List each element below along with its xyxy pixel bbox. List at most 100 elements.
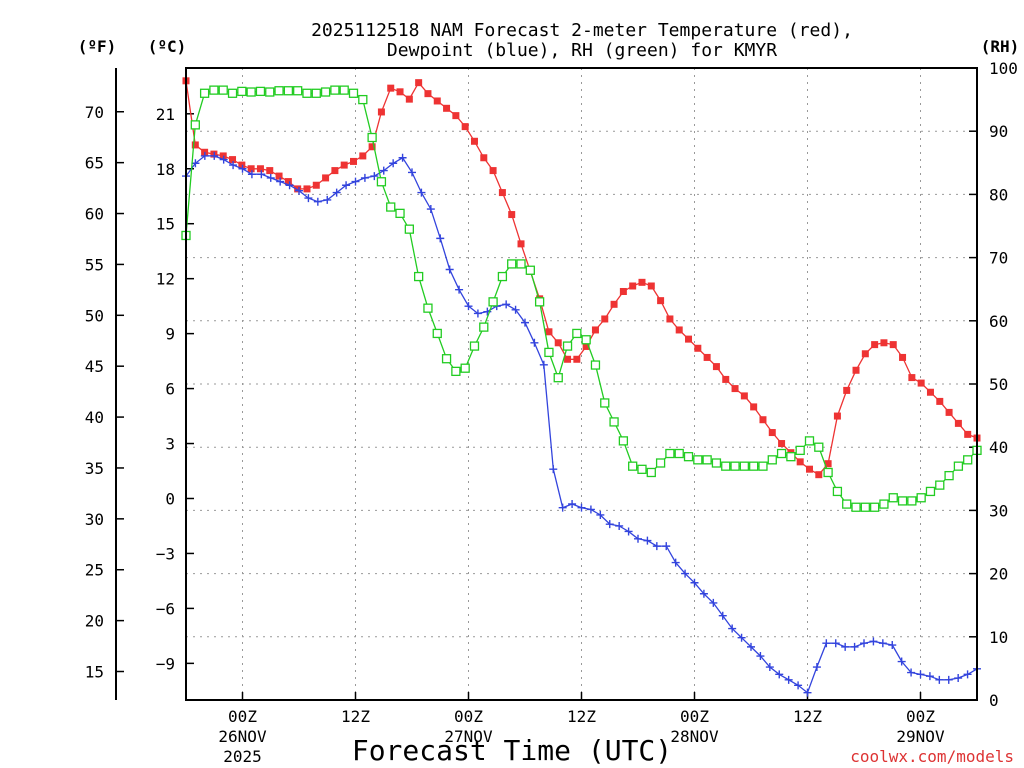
temperature-point (256, 165, 264, 173)
rh-point (246, 87, 256, 97)
rh-point (497, 271, 508, 282)
temperature-point (247, 165, 255, 173)
rh-tick-label: 40 (989, 438, 1008, 457)
temperature-point (564, 355, 572, 363)
rh-point (358, 94, 368, 105)
dewpoint-point (210, 151, 219, 160)
temperature-point (740, 392, 748, 400)
dewpoint-point (954, 674, 963, 683)
rh-point (581, 335, 591, 345)
dewpoint-point (841, 642, 850, 651)
year-label: 2025 (223, 747, 262, 766)
rh-point (600, 398, 610, 408)
rh-point (553, 373, 563, 383)
dewpoint-point (455, 285, 464, 294)
dewpoint-point (473, 309, 482, 318)
rh-point (842, 499, 852, 509)
fahrenheit-tick-label: 35 (85, 459, 104, 478)
fahrenheit-tick-label: 25 (85, 561, 104, 580)
temperature-point (926, 388, 934, 396)
time-tick-label: 00Z (680, 707, 709, 726)
celsius-tick-label: 18 (156, 160, 175, 179)
rh-point (413, 271, 424, 282)
dewpoint-point (276, 177, 285, 186)
rh-point (283, 86, 294, 96)
rh-point (293, 86, 303, 96)
dewpoint-point (944, 675, 953, 684)
rh-point (265, 87, 275, 97)
dewpoint-point (247, 170, 256, 179)
temperature-point (275, 172, 283, 180)
dewpoint-point (624, 527, 633, 536)
rh-point (609, 417, 619, 427)
rh-point (786, 452, 796, 462)
temperature-point (694, 344, 702, 352)
temperature-point (685, 335, 693, 343)
temperature-point (359, 152, 367, 160)
rh-point (488, 297, 498, 307)
celsius-tick-label: 6 (165, 380, 175, 399)
rh-point (572, 328, 582, 339)
temperature-point (833, 412, 841, 420)
temperature-point (815, 471, 823, 479)
rh-point (376, 177, 387, 187)
dewpoint-point (266, 173, 275, 182)
dewpoint-point (709, 598, 718, 607)
dewpoint-point (568, 499, 577, 508)
rh-point (814, 442, 824, 452)
temperature-point (908, 374, 916, 382)
dewpoint-point (878, 639, 887, 648)
rh-point (693, 455, 703, 465)
rh-point (758, 461, 768, 471)
celsius-tick-label: −6 (156, 599, 175, 618)
rh-point (320, 87, 331, 97)
fahrenheit-unit-label: (ºF) (78, 37, 117, 56)
rh-point (395, 208, 405, 219)
series-group (181, 77, 982, 697)
celsius-tick-label: 3 (165, 435, 175, 454)
rh-point (721, 461, 731, 471)
time-tick-label: 12Z (341, 707, 370, 726)
temperature-point (396, 88, 404, 96)
fahrenheit-tick-label: 50 (85, 306, 104, 325)
rh-point (749, 461, 759, 471)
rh-point (302, 88, 312, 98)
rh-point (451, 366, 461, 377)
credit-text: coolwx.com/models (850, 747, 1014, 766)
time-tick-label: 00Z (906, 707, 935, 726)
temperature-point (461, 123, 469, 131)
temperature-point (377, 108, 385, 116)
temperature-point (945, 408, 953, 416)
dewpoint-point (257, 170, 266, 179)
rh-point (832, 486, 843, 497)
dewpoint-point (436, 234, 445, 243)
dewpoint-point (718, 611, 727, 620)
temperature-point (387, 84, 395, 92)
temperature-point (331, 167, 339, 175)
rh-point (963, 455, 973, 465)
dewpoint-point (775, 670, 784, 679)
rh-point (330, 85, 340, 95)
plot-frame (185, 67, 978, 701)
rh-point (199, 88, 210, 98)
rh-point (311, 88, 321, 98)
date-label: 27NOV (444, 727, 493, 746)
temperature-point (415, 79, 423, 87)
rh-point (683, 452, 694, 462)
rh-tick-label: 50 (989, 375, 1008, 394)
rh-tick-label: 100 (989, 59, 1018, 78)
temperature-point (843, 386, 851, 394)
rh-point (674, 448, 684, 459)
rh-point (823, 467, 833, 478)
rh-point (935, 480, 945, 490)
temperature-point (470, 137, 478, 145)
dewpoint-point (916, 670, 925, 679)
temperature-point (880, 339, 888, 347)
fahrenheit-tick-label: 15 (85, 663, 104, 682)
rh-point (888, 493, 898, 503)
fahrenheit-tick-label: 45 (85, 357, 104, 376)
dewpoint-point (925, 672, 934, 681)
temperature-point (284, 178, 292, 186)
